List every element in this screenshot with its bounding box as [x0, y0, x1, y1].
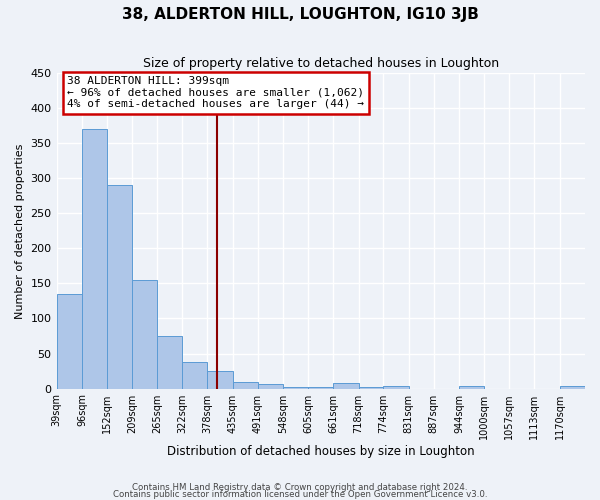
Text: 38 ALDERTON HILL: 399sqm
← 96% of detached houses are smaller (1,062)
4% of semi: 38 ALDERTON HILL: 399sqm ← 96% of detach…	[67, 76, 364, 110]
Text: Contains public sector information licensed under the Open Government Licence v3: Contains public sector information licen…	[113, 490, 487, 499]
Bar	[233, 382, 257, 388]
Title: Size of property relative to detached houses in Loughton: Size of property relative to detached ho…	[143, 58, 499, 70]
Bar	[82, 129, 107, 388]
Bar	[132, 280, 157, 388]
Text: 38, ALDERTON HILL, LOUGHTON, IG10 3JB: 38, ALDERTON HILL, LOUGHTON, IG10 3JB	[122, 8, 478, 22]
Bar	[333, 383, 359, 388]
Bar	[383, 386, 409, 388]
X-axis label: Distribution of detached houses by size in Loughton: Distribution of detached houses by size …	[167, 444, 475, 458]
Bar	[560, 386, 585, 388]
Bar	[459, 386, 484, 388]
Bar	[308, 387, 333, 388]
Bar	[257, 384, 283, 388]
Bar	[56, 294, 82, 388]
Bar	[208, 371, 233, 388]
Bar	[359, 387, 383, 388]
Bar	[157, 336, 182, 388]
Text: Contains HM Land Registry data © Crown copyright and database right 2024.: Contains HM Land Registry data © Crown c…	[132, 484, 468, 492]
Bar	[283, 387, 308, 388]
Y-axis label: Number of detached properties: Number of detached properties	[15, 143, 25, 318]
Bar	[182, 362, 208, 388]
Bar	[107, 185, 132, 388]
